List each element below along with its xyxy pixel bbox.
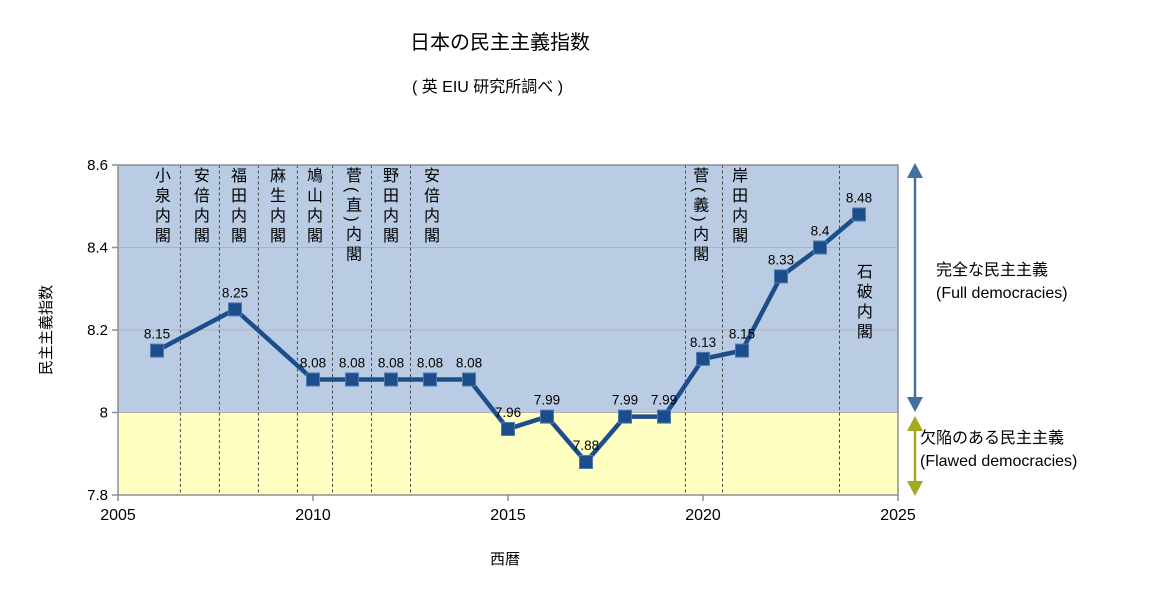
data-point-marker — [423, 372, 437, 387]
data-point-marker — [462, 372, 476, 387]
series-markers — [150, 207, 866, 469]
data-label: 8.08 — [339, 356, 365, 371]
data-point-marker — [540, 409, 554, 424]
gridlines — [118, 247, 898, 413]
cabinet-label-7: 安倍内閣 — [421, 167, 438, 247]
zone-full-en: (Full democracies) — [936, 285, 1068, 302]
data-label: 7.96 — [495, 405, 521, 420]
cabinet-label-3: 麻生内閣 — [266, 167, 284, 247]
zone-label-flawed-democracies: 欠陥のある民主主義 (Flawed democracies) — [920, 427, 1077, 473]
y-tick-label: 8.2 — [87, 322, 108, 339]
y-tick-label: 8.4 — [87, 240, 108, 257]
zone-flawed-jp: 欠陥のある民主主義 — [920, 430, 1065, 447]
y-axis-ticks: 8.6 8.4 8.2 8 7.8 — [87, 157, 118, 504]
cabinet-label-6: 野田内閣 — [380, 167, 398, 247]
data-point-marker — [735, 343, 749, 358]
data-label: 8.4 — [811, 224, 830, 239]
x-tick-label: 2025 — [880, 507, 916, 524]
cabinet-dividers — [179, 165, 840, 495]
data-point-marker — [306, 372, 320, 387]
x-tick-label: 2005 — [100, 507, 136, 524]
cabinet-label-2: 福田内閣 — [227, 167, 245, 247]
x-tick-label: 2015 — [490, 507, 526, 524]
chart-title: 日本の民主主義指数 — [410, 32, 590, 54]
data-label: 8.08 — [456, 356, 482, 371]
data-label: 8.13 — [690, 335, 716, 350]
x-axis-ticks: 2005 2010 2015 2020 2025 — [100, 495, 916, 524]
y-tick-label: 8 — [100, 405, 108, 422]
chart-subtitle: ( 英 EIU 研究所調べ ) — [411, 79, 564, 96]
full-democracies-arrow — [907, 163, 923, 412]
data-label: 7.99 — [534, 393, 560, 408]
zone-full-jp: 完全な民主主義 — [936, 262, 1049, 279]
data-label: 8.15 — [729, 327, 755, 342]
band-full — [118, 165, 898, 413]
data-point-marker — [852, 207, 866, 222]
data-label: 8.08 — [417, 356, 443, 371]
data-point-marker — [150, 343, 164, 358]
flawed-democracies-arrow — [907, 416, 923, 496]
zone-label-full-democracies: 完全な民主主義 (Full democracies) — [936, 259, 1068, 305]
cabinet-label-10: 石破内閣 — [853, 263, 871, 343]
data-point-marker — [579, 455, 593, 469]
cabinet-label-0: 小泉内閣 — [151, 167, 169, 247]
data-label: 8.33 — [768, 252, 794, 267]
y-axis-title: 民主主義指数 — [38, 285, 55, 376]
data-label: 8.25 — [222, 285, 248, 300]
data-point-marker — [657, 409, 671, 424]
data-label: 7.88 — [573, 438, 599, 453]
cabinet-label-1: 安倍内閣 — [190, 167, 208, 247]
y-tick-label: 8.6 — [87, 157, 108, 174]
data-label: 7.99 — [651, 393, 677, 408]
data-label: 8.08 — [300, 356, 326, 371]
data-label: 8.48 — [846, 191, 872, 206]
data-label: 8.15 — [144, 327, 170, 342]
data-point-marker — [618, 409, 632, 424]
data-point-marker — [774, 269, 788, 284]
data-label: 7.99 — [612, 393, 638, 408]
data-point-marker — [813, 240, 827, 255]
zone-flawed-en: (Flawed democracies) — [920, 453, 1078, 470]
data-point-marker — [696, 351, 710, 366]
cabinet-label-8: 菅(義)内閣 — [690, 167, 708, 266]
x-axis-title: 西暦 — [489, 551, 520, 568]
cabinet-label-5: 菅(直)内閣 — [343, 167, 360, 266]
data-point-marker — [228, 302, 242, 317]
data-labels: 8.15 8.25 8.08 8.08 8.08 8.08 8.08 7.96 7.99 7.88… — [144, 191, 872, 454]
x-tick-label: 2020 — [685, 507, 721, 524]
data-point-marker — [501, 422, 515, 436]
data-label: 8.08 — [378, 356, 404, 371]
y-tick-label: 7.8 — [87, 487, 108, 504]
x-tick-label: 2010 — [295, 507, 331, 524]
data-point-marker — [384, 372, 398, 387]
cabinet-label-9: 岸田内閣 — [729, 167, 747, 247]
data-point-marker — [345, 372, 359, 387]
cabinet-label-4: 鳩山内閣 — [304, 167, 321, 247]
